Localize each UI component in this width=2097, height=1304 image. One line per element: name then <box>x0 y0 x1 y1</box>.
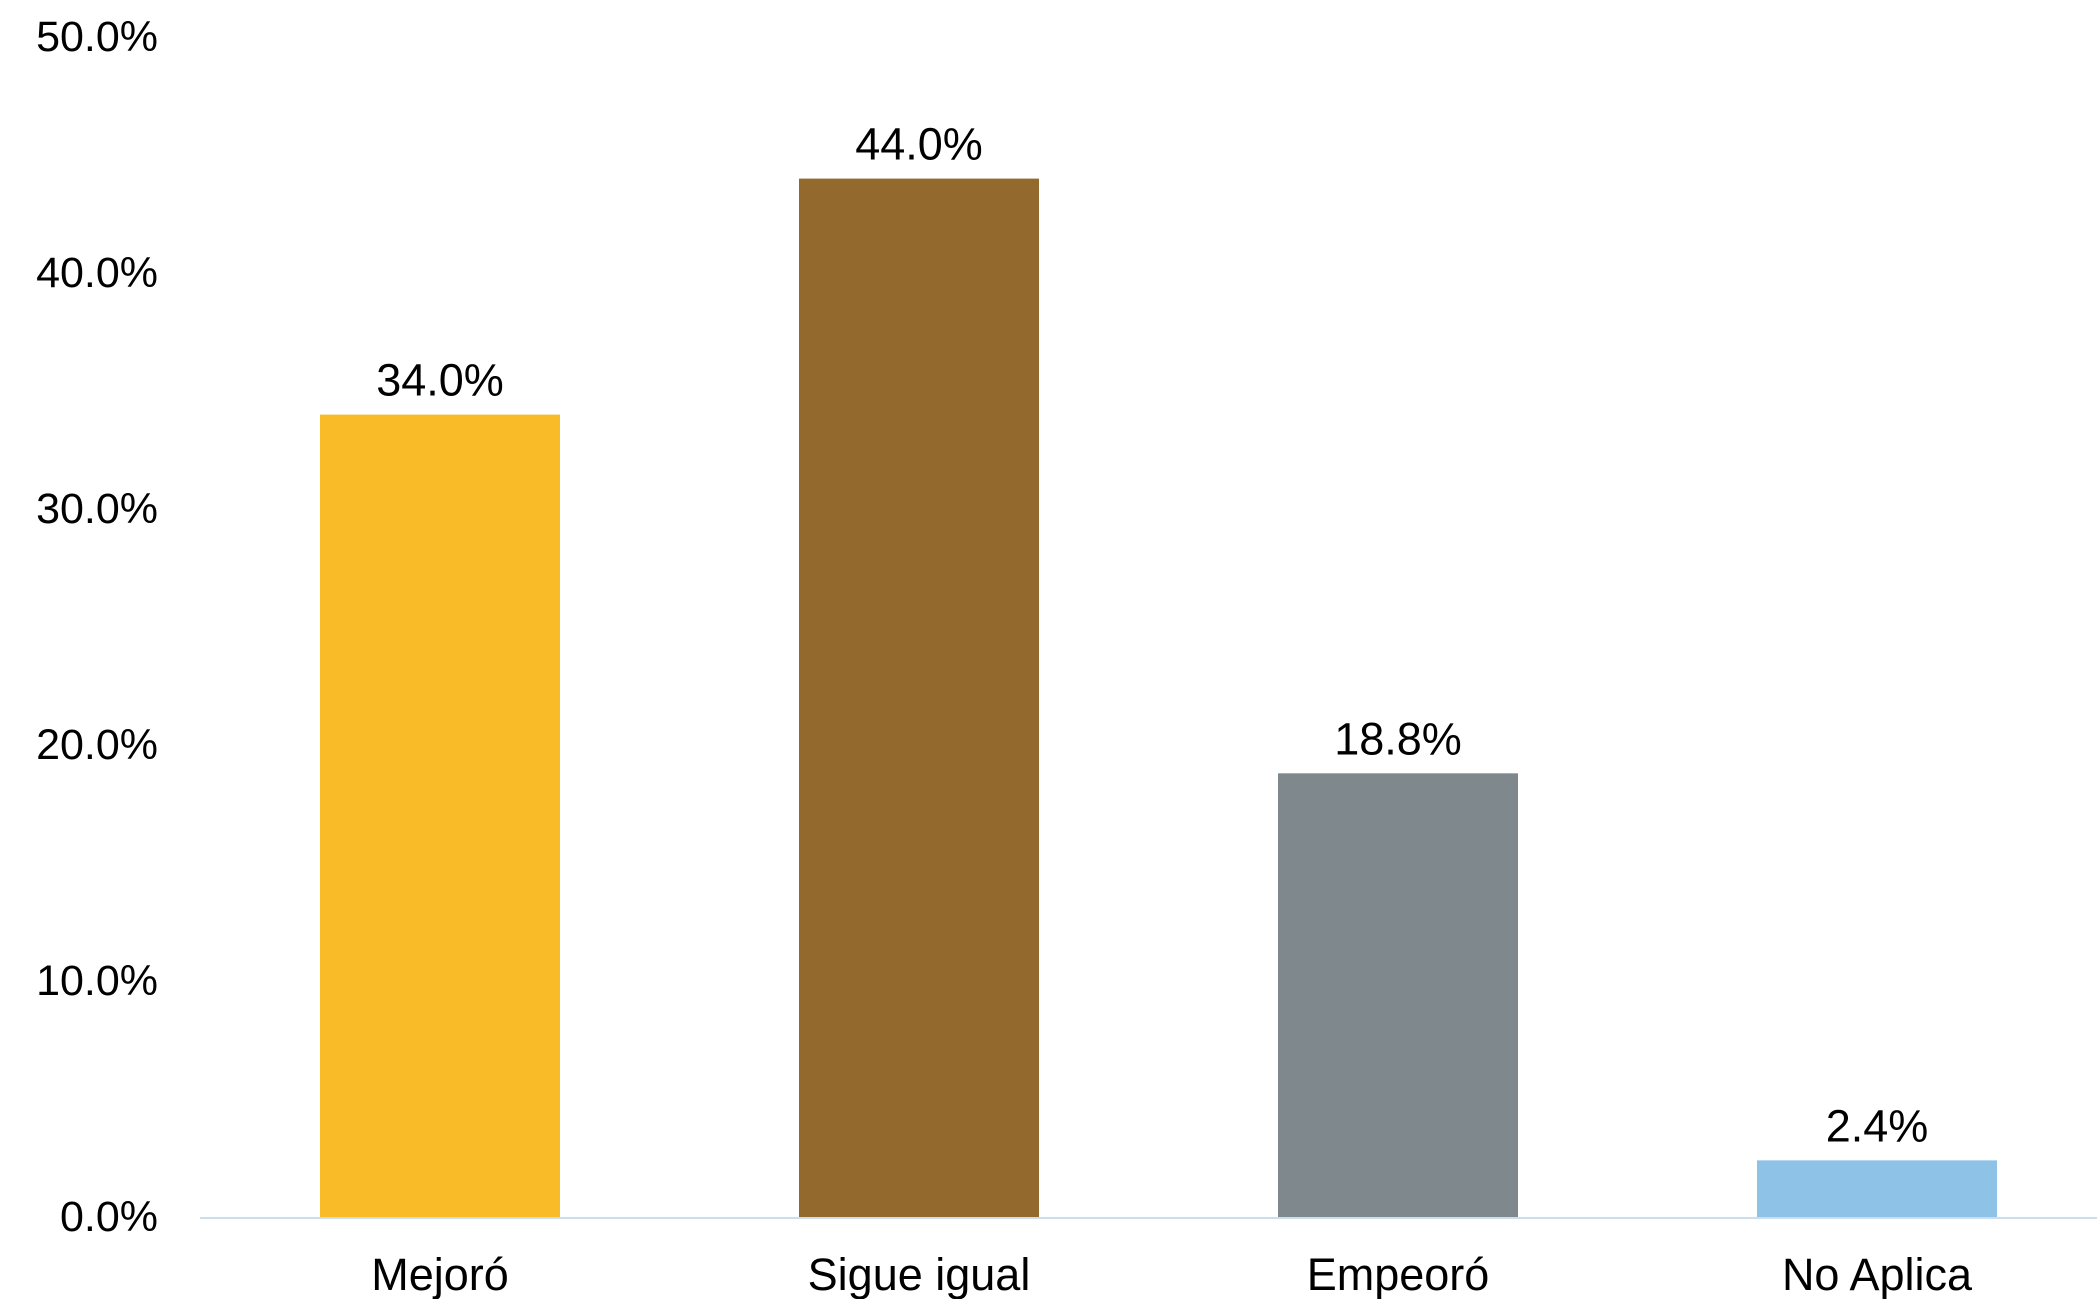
x-category-label: Mejoró <box>371 1249 509 1299</box>
y-tick-label: 50.0% <box>36 13 158 61</box>
bars: 34.0% 44.0% 18.8% 2.4% <box>320 119 1997 1218</box>
data-label: 34.0% <box>376 355 504 406</box>
bar-no-aplica <box>1757 1160 1997 1217</box>
x-category-label: Empeoró <box>1307 1249 1490 1299</box>
y-axis: 0.0% 10.0% 20.0% 30.0% 40.0% 50.0% <box>36 13 158 1241</box>
y-tick-label: 30.0% <box>36 485 158 533</box>
bar-sigue-igual <box>799 178 1039 1218</box>
x-axis: Mejoró Sigue igual Empeoró No Aplica <box>200 1217 2097 1300</box>
data-label: 44.0% <box>855 119 983 170</box>
bar-mejor- <box>320 414 560 1218</box>
y-tick-label: 0.0% <box>60 1193 158 1241</box>
y-tick-label: 20.0% <box>36 721 158 769</box>
y-tick-label: 40.0% <box>36 249 158 297</box>
y-tick-label: 10.0% <box>36 957 158 1005</box>
x-category-label: Sigue igual <box>808 1249 1031 1299</box>
bar-empeor- <box>1278 773 1518 1217</box>
x-category-label: No Aplica <box>1782 1249 1973 1299</box>
data-label: 18.8% <box>1334 713 1462 764</box>
data-label: 2.4% <box>1826 1100 1929 1151</box>
